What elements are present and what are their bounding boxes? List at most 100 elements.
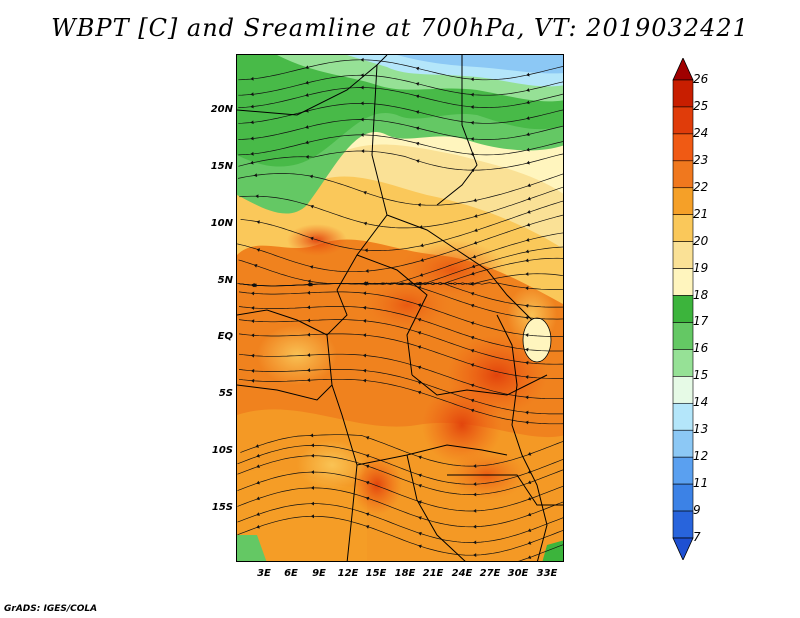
streamline-arrow <box>420 243 424 248</box>
streamline-arrow <box>307 282 311 287</box>
streamline-arrow <box>364 248 368 253</box>
lon-label-33e: 33E <box>536 568 558 579</box>
streamline-arrow <box>310 501 314 506</box>
streamline-arrow <box>473 553 477 557</box>
streamline-arrow <box>362 305 367 310</box>
colorbar-segment <box>672 376 694 404</box>
streamline-arrow <box>526 132 530 137</box>
colorbar-label: 22 <box>693 179 709 194</box>
streamline-arrow <box>470 137 474 141</box>
lon-label-18e: 18E <box>394 568 416 579</box>
streamline <box>238 333 563 379</box>
streamline <box>238 319 563 365</box>
streamline <box>238 369 563 415</box>
streamline-arrow <box>306 318 311 323</box>
colorbar-label: 17 <box>693 314 709 329</box>
streamline-arrow <box>526 100 530 105</box>
streamline <box>518 544 563 561</box>
streamline-arrow <box>256 524 260 529</box>
colorbar-segment <box>672 160 694 189</box>
streamline-arrow <box>420 258 424 262</box>
streamline-arrow <box>363 191 367 195</box>
streamline-arrow <box>527 480 532 485</box>
colorbar-segment <box>672 456 694 485</box>
streamline-arrow <box>251 283 255 288</box>
streamline-arrow <box>525 315 529 320</box>
streamline-arrow <box>305 125 309 129</box>
streamline <box>238 134 563 156</box>
streamline-arrow <box>526 147 530 152</box>
colorbar-label: 11 <box>693 476 709 491</box>
streamline-arrow <box>305 140 309 145</box>
streamline-arrow <box>310 514 314 519</box>
colorbar-segment <box>672 349 694 377</box>
streamline-arrow <box>250 120 254 125</box>
shade-sw <box>237 469 367 561</box>
streamline-arrow <box>415 126 420 131</box>
lat-label-5n: 5N <box>217 275 233 286</box>
streamline <box>238 353 563 400</box>
streamline-arrow <box>250 104 254 109</box>
colorbar-label: 16 <box>693 341 709 356</box>
streamline-arrow <box>525 258 529 263</box>
streamline <box>238 306 563 352</box>
streamline-arrow <box>473 492 477 497</box>
streamline-arrow <box>526 210 531 214</box>
streamline <box>240 434 563 467</box>
wbpt-field <box>237 55 563 561</box>
streamlines <box>237 59 563 561</box>
streamline-arrow <box>256 248 261 252</box>
streamline <box>238 119 563 140</box>
lat-label-15n: 15N <box>210 161 233 172</box>
streamline-arrow <box>418 500 422 505</box>
streamline-arrow <box>360 101 364 106</box>
streamline-arrow <box>360 149 365 153</box>
streamline-arrow <box>470 408 475 413</box>
streamline-arrow <box>473 524 477 529</box>
streamline-arrow <box>418 516 422 520</box>
streamline-arrow <box>306 305 311 310</box>
streamline-arrow <box>253 264 258 268</box>
streamline-arrow <box>360 133 364 137</box>
streamline-arrow <box>470 349 475 353</box>
streamline-arrow <box>363 281 367 286</box>
streamline-arrow <box>310 204 314 209</box>
streamline-arrow <box>470 271 475 276</box>
streamline-arrow <box>365 454 370 458</box>
streamline-arrows <box>250 57 532 559</box>
colorbar-label: 21 <box>693 206 709 221</box>
streamline-arrow <box>415 94 420 99</box>
streamline-arrow <box>525 360 529 365</box>
streamline <box>238 378 563 425</box>
streamline-arrow <box>362 333 367 338</box>
streamline-arrow <box>470 398 475 403</box>
streamline-arrow <box>415 110 420 114</box>
streamline-arrow <box>525 395 529 400</box>
streamline-arrow <box>365 480 370 485</box>
streamline-arrow <box>362 378 367 383</box>
streamline-arrow <box>307 279 311 284</box>
streamline <box>237 515 563 556</box>
streamline-arrow <box>250 151 254 156</box>
streamline-arrow <box>255 194 259 199</box>
streamline-arrow <box>526 160 530 165</box>
streamline-arrow <box>360 117 364 122</box>
colorbar-label: 25 <box>693 98 709 113</box>
lat-label-20n: 20N <box>210 104 233 115</box>
streamline-arrow <box>526 116 530 120</box>
streamline-arrow <box>365 512 370 517</box>
streamline <box>238 291 563 337</box>
colorbar-label: 19 <box>693 260 709 275</box>
streamline-arrow <box>362 319 367 323</box>
streamline-arrow <box>250 291 255 296</box>
streamline-arrow <box>527 512 532 517</box>
streamline-arrow <box>418 531 422 536</box>
streamline-arrow <box>419 273 424 277</box>
streamline-arrow <box>417 285 422 290</box>
streamline-arrow <box>306 368 311 373</box>
lon-label-9e: 9E <box>312 568 326 579</box>
streamline <box>238 87 563 108</box>
lat-label-5s: 5S <box>218 388 233 399</box>
streamline-arrow <box>418 484 422 488</box>
streamline-arrow <box>253 173 258 178</box>
